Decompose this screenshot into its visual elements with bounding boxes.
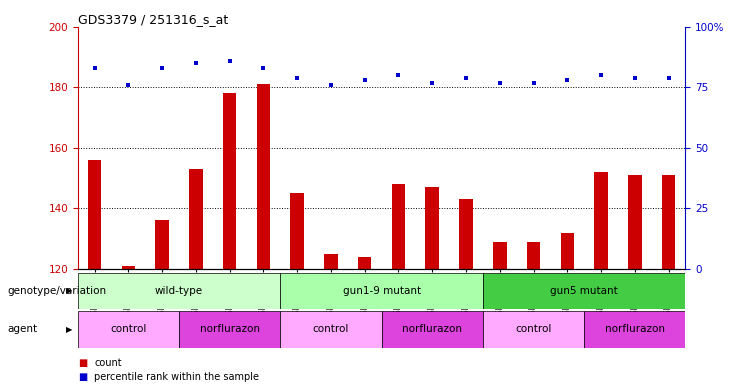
Point xyxy=(291,74,303,81)
Bar xyxy=(662,175,675,269)
Bar xyxy=(280,273,483,309)
Text: norflurazon: norflurazon xyxy=(402,324,462,334)
Bar xyxy=(459,199,473,269)
Point xyxy=(325,82,337,88)
Bar xyxy=(483,311,584,348)
Point xyxy=(494,79,505,86)
Text: control: control xyxy=(110,324,147,334)
Text: control: control xyxy=(313,324,349,334)
Bar xyxy=(425,187,439,269)
Bar xyxy=(189,169,203,269)
Point xyxy=(528,79,539,86)
Text: ■: ■ xyxy=(78,372,87,382)
Bar xyxy=(483,273,685,309)
Bar xyxy=(628,175,642,269)
Text: wild-type: wild-type xyxy=(155,286,203,296)
Text: count: count xyxy=(94,358,122,368)
Point xyxy=(393,72,405,78)
Bar xyxy=(88,160,102,269)
Point xyxy=(662,74,674,81)
Point xyxy=(122,82,134,88)
Bar xyxy=(584,311,685,348)
Bar xyxy=(527,242,540,269)
Text: ▶: ▶ xyxy=(66,325,73,334)
Point xyxy=(89,65,101,71)
Bar xyxy=(382,311,483,348)
Bar xyxy=(280,311,382,348)
Point xyxy=(156,65,168,71)
Bar xyxy=(358,257,371,269)
Point xyxy=(258,65,270,71)
Point xyxy=(460,74,472,81)
Bar xyxy=(256,84,270,269)
Text: agent: agent xyxy=(7,324,38,334)
Point xyxy=(426,79,438,86)
Bar xyxy=(560,232,574,269)
Point xyxy=(359,77,370,83)
Text: percentile rank within the sample: percentile rank within the sample xyxy=(94,372,259,382)
Text: gun5 mutant: gun5 mutant xyxy=(551,286,618,296)
Bar xyxy=(78,311,179,348)
Text: ■: ■ xyxy=(78,358,87,368)
Point xyxy=(224,58,236,64)
Bar xyxy=(325,254,338,269)
Text: GDS3379 / 251316_s_at: GDS3379 / 251316_s_at xyxy=(78,13,228,26)
Bar xyxy=(179,311,280,348)
Bar xyxy=(493,242,507,269)
Bar xyxy=(223,93,236,269)
Text: norflurazon: norflurazon xyxy=(200,324,259,334)
Text: gun1-9 mutant: gun1-9 mutant xyxy=(342,286,421,296)
Text: control: control xyxy=(515,324,552,334)
Point xyxy=(629,74,641,81)
Bar xyxy=(594,172,608,269)
Text: genotype/variation: genotype/variation xyxy=(7,286,107,296)
Point xyxy=(190,60,202,66)
Bar xyxy=(122,266,135,269)
Bar xyxy=(156,220,169,269)
Point xyxy=(562,77,574,83)
Bar xyxy=(392,184,405,269)
Text: ▶: ▶ xyxy=(66,286,73,295)
Bar xyxy=(290,193,304,269)
Point xyxy=(595,72,607,78)
Bar xyxy=(78,273,280,309)
Text: norflurazon: norflurazon xyxy=(605,324,665,334)
